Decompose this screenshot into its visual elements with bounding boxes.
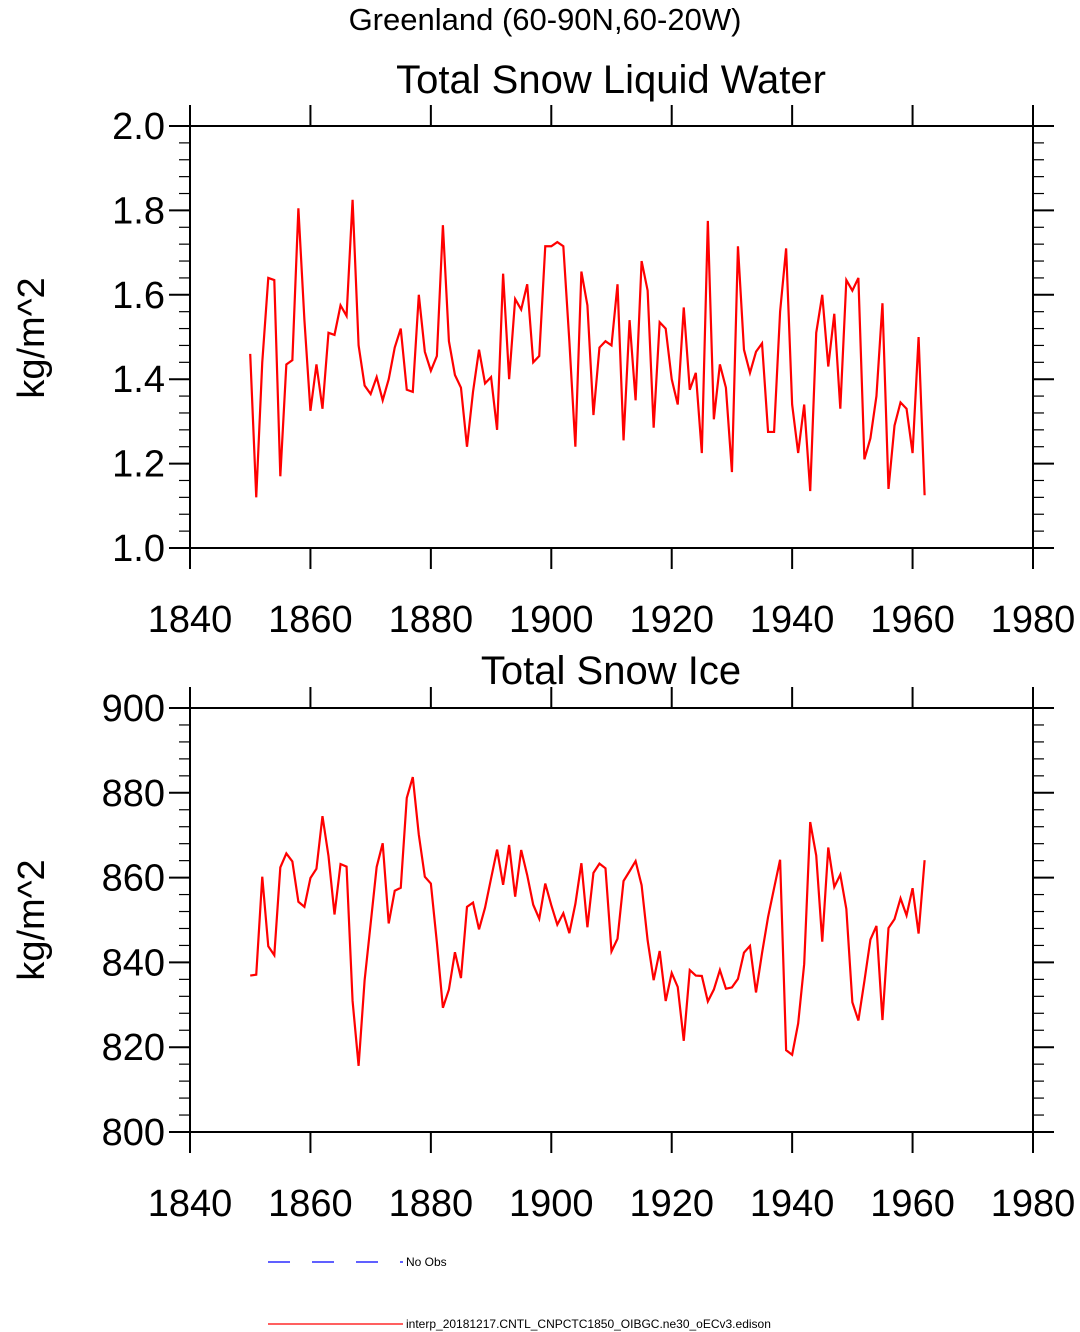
x-tick-label: 1980 xyxy=(991,599,1076,641)
y-axis-label: kg/m^2 xyxy=(11,859,53,980)
series-lines xyxy=(249,199,926,498)
axis-ticks xyxy=(169,105,1054,569)
y-tick-label: 860 xyxy=(102,858,165,900)
x-tick-label: 1960 xyxy=(870,1183,955,1225)
y-tick-label: 820 xyxy=(102,1027,165,1069)
legend: No Obs interp_20181217.CNTL_CNPCTC1850_O… xyxy=(268,1255,771,1331)
x-tick-label: 1940 xyxy=(750,599,835,641)
x-tick-label: 1900 xyxy=(509,1183,594,1225)
plot-frame xyxy=(189,707,1034,1133)
plot-frame xyxy=(189,125,1034,549)
y-tick-label: 800 xyxy=(102,1112,165,1154)
y-axis-label: kg/m^2 xyxy=(11,277,53,398)
chart-panel-snow-ice: Total Snow Ice kg/m^2 800 820 840 860 880 900… xyxy=(11,649,1075,1225)
y-tick-label: 880 xyxy=(102,773,165,815)
x-tick-label: 1880 xyxy=(389,599,474,641)
chart-title: Total Snow Ice xyxy=(481,649,741,693)
y-tick-label: 1.8 xyxy=(112,190,165,232)
legend-label-no-obs: No Obs xyxy=(406,1255,447,1269)
x-tick-label: 1980 xyxy=(991,1183,1076,1225)
y-tick-label: 1.6 xyxy=(112,275,165,317)
x-tick-label: 1920 xyxy=(629,599,714,641)
y-tick-label: 840 xyxy=(102,942,165,984)
legend-label-model: interp_20181217.CNTL_CNPCTC1850_OIBGC.ne… xyxy=(406,1317,771,1331)
x-tick-label: 1860 xyxy=(268,1183,353,1225)
y-tick-label: 2.0 xyxy=(112,106,165,148)
x-tick-label: 1880 xyxy=(389,1183,474,1225)
chart-panel-snow-liquid-water: Total Snow Liquid Water kg/m^2 1.0 1.2 1.4… xyxy=(11,58,1075,641)
y-tick-label: 1.2 xyxy=(112,444,165,486)
series-line-model xyxy=(250,776,926,1066)
axis-tick-labels: 800 820 840 860 880 900 1840 1860 1880 1900 1920 19… xyxy=(102,688,1076,1225)
y-tick-label: 900 xyxy=(102,688,165,730)
x-tick-label: 1860 xyxy=(268,599,353,641)
series-line-model xyxy=(249,199,926,498)
x-tick-label: 1940 xyxy=(750,1183,835,1225)
x-tick-label: 1840 xyxy=(148,599,233,641)
x-tick-label: 1900 xyxy=(509,599,594,641)
series-lines xyxy=(250,776,926,1066)
y-tick-label: 1.4 xyxy=(112,359,165,401)
axis-tick-labels: 1.0 1.2 1.4 1.6 1.8 2.0 1840 1860 1880 1900 1920 19… xyxy=(112,106,1075,641)
figure-suptitle: Greenland (60-90N,60-20W) xyxy=(349,2,742,37)
y-tick-label: 1.0 xyxy=(112,528,165,570)
axis-ticks xyxy=(169,687,1054,1153)
chart-title: Total Snow Liquid Water xyxy=(396,58,826,102)
x-tick-label: 1840 xyxy=(148,1183,233,1225)
x-tick-label: 1960 xyxy=(870,599,955,641)
x-tick-label: 1920 xyxy=(629,1183,714,1225)
